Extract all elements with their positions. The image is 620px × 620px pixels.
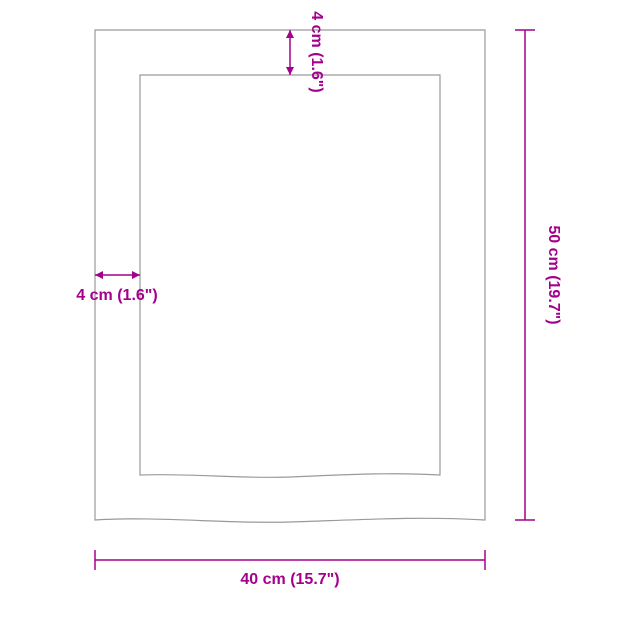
dim-inset-left: 4 cm (1.6") <box>76 271 157 304</box>
dim-inset-left-label: 4 cm (1.6") <box>76 287 157 304</box>
dim-inset-top: 4 cm (1.6") <box>286 11 325 92</box>
dim-width: 40 cm (15.7") <box>95 550 485 588</box>
outer-frame <box>95 30 485 522</box>
inner-frame <box>140 75 440 477</box>
dim-width-label: 40 cm (15.7") <box>240 571 339 588</box>
dim-inset-top-label: 4 cm (1.6") <box>308 11 325 92</box>
dim-height: 50 cm (19.7") <box>515 30 562 520</box>
dim-height-label: 50 cm (19.7") <box>545 225 562 324</box>
dimension-diagram: 50 cm (19.7") 40 cm (15.7") 4 cm (1.6") … <box>0 0 620 620</box>
